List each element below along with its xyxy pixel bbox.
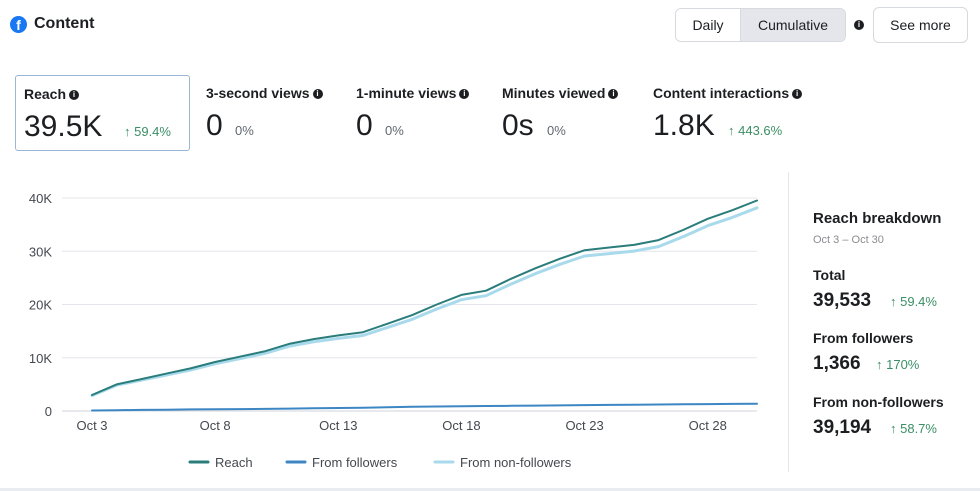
breakdown-followers-change: ↑ 170%: [876, 357, 920, 372]
metric-change: ↑ 59.4%: [124, 124, 171, 139]
view-mode-toggle[interactable]: Daily Cumulative: [675, 8, 846, 42]
metric-value: 39.5K: [24, 110, 103, 143]
breakdown-nonfollowers-value: 39,194: [813, 417, 872, 438]
metric-card-reach[interactable]: Reach i 39.5K ↑ 59.4%: [15, 75, 190, 151]
x-tick-label: Oct 28: [689, 418, 727, 433]
metric-value: 0: [206, 109, 223, 142]
daily-button[interactable]: Daily: [676, 9, 741, 41]
legend-label: From non-followers: [460, 455, 572, 470]
metric-change: 0%: [235, 123, 254, 138]
metric-label: Content interactions: [653, 85, 790, 101]
metric-label: Reach: [24, 86, 67, 102]
breakdown-total-value: 39,533: [813, 290, 872, 311]
metric-change: 0%: [547, 123, 566, 138]
series-line-reach: [91, 199, 758, 396]
legend-label: From followers: [312, 455, 398, 470]
info-icon[interactable]: i: [459, 89, 470, 99]
metric-label: 1-minute views: [356, 85, 457, 101]
x-tick-label: Oct 8: [200, 418, 231, 433]
y-tick-label: 10K: [29, 351, 52, 366]
y-tick-label: 0: [45, 404, 52, 419]
breakdown-nonfollowers-change: ↑ 58.7%: [890, 421, 937, 436]
info-icon[interactable]: i: [792, 89, 803, 99]
x-tick-label: Oct 23: [565, 418, 603, 433]
legend-label: Reach: [215, 455, 253, 470]
header: f Content Daily Cumulative i See more: [0, 0, 980, 52]
y-tick-label: 20K: [29, 298, 52, 313]
reach-line-chart: 0 10K 20K 30K 40K Oct 3 Oct 8 Oct 13 Oct 18 Oct 2…: [29, 191, 759, 470]
facebook-icon: f: [10, 16, 27, 33]
metric-label: 3-second views: [206, 85, 310, 101]
y-tick-label: 30K: [29, 244, 52, 259]
page-title: Content: [34, 15, 95, 32]
metric-value: 0s: [502, 109, 534, 142]
breakdown-dates: Oct 3 – Oct 30: [813, 234, 884, 246]
breakdown-title: Reach breakdown: [813, 210, 942, 227]
metric-change: 0%: [385, 123, 404, 138]
y-tick-label: 40K: [29, 191, 52, 206]
breakdown-followers-value: 1,366: [813, 353, 861, 374]
breakdown-total-label: Total: [813, 267, 846, 283]
info-icon[interactable]: i: [69, 90, 80, 100]
info-icon[interactable]: i: [854, 20, 864, 30]
x-tick-label: Oct 18: [442, 418, 480, 433]
series-line-from-non-followers: [90, 206, 759, 398]
series-line-from-followers: [91, 402, 758, 412]
x-tick-label: Oct 3: [76, 418, 107, 433]
cumulative-button[interactable]: Cumulative: [741, 9, 845, 41]
divider: [788, 172, 789, 472]
metric-value: 1.8K: [653, 109, 715, 142]
metric-card-1-minute-views[interactable]: 1-minute views i 0 0%: [348, 75, 488, 151]
bottom-border: [0, 488, 980, 491]
x-tick-label: Oct 13: [319, 418, 357, 433]
info-icon[interactable]: i: [608, 89, 619, 99]
breakdown-total-change: ↑ 59.4%: [890, 294, 937, 309]
breakdown-followers-label: From followers: [813, 330, 914, 346]
metric-card-3-second-views[interactable]: 3-second views i 0 0%: [198, 75, 343, 151]
metric-card-minutes-viewed[interactable]: Minutes viewed i 0s 0%: [494, 75, 639, 151]
info-icon[interactable]: i: [312, 89, 323, 99]
metric-value: 0: [356, 109, 373, 142]
breakdown-nonfollowers-label: From non-followers: [813, 394, 944, 410]
see-more-button[interactable]: See more: [873, 7, 968, 43]
metric-label: Minutes viewed: [502, 85, 606, 101]
metric-card-content-interactions[interactable]: Content interactions i 1.8K ↑ 443.6%: [645, 75, 825, 151]
metric-change: ↑ 443.6%: [728, 123, 783, 138]
